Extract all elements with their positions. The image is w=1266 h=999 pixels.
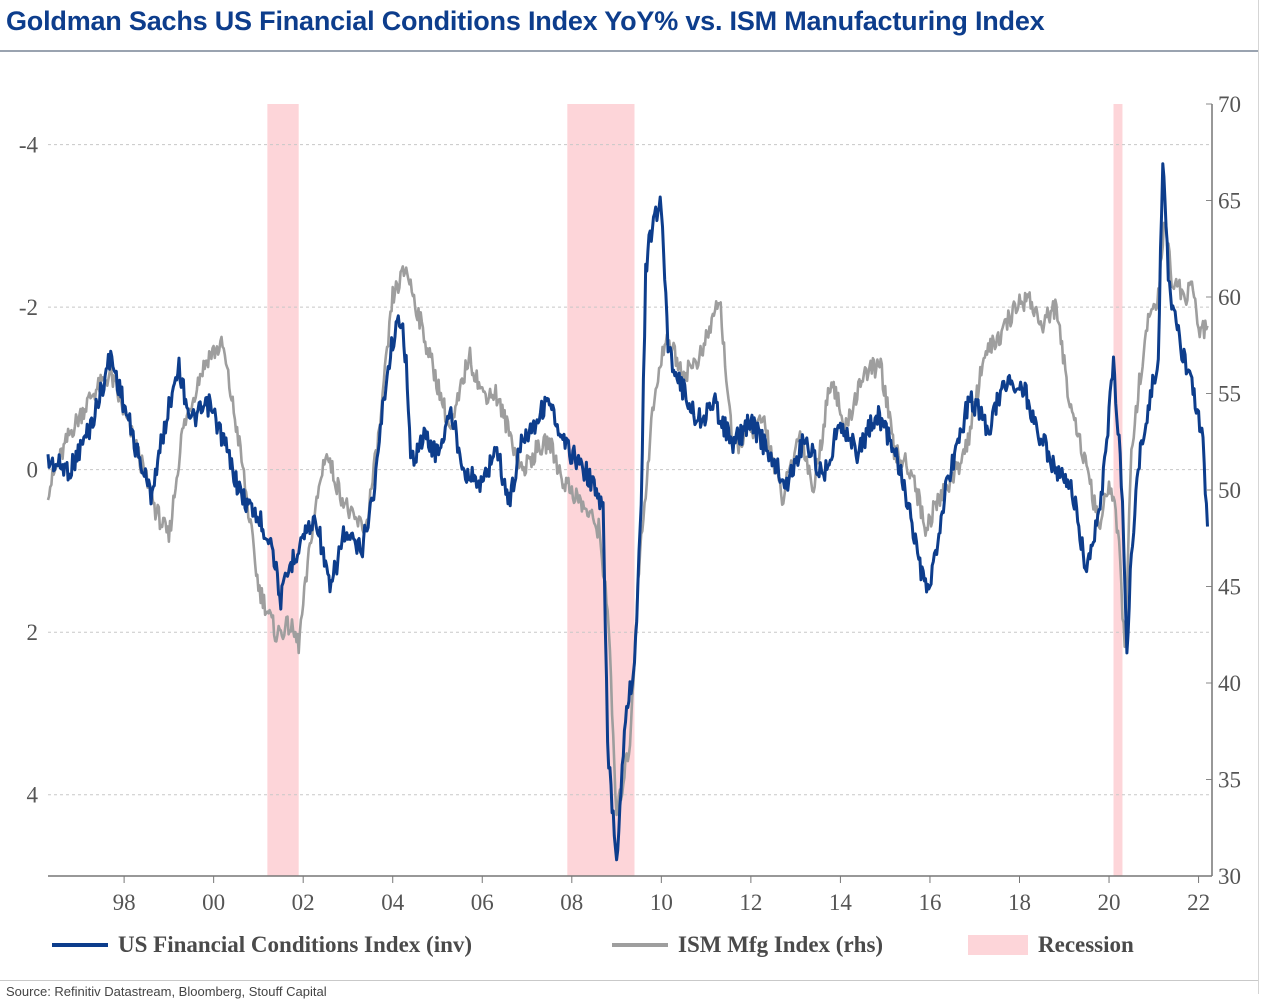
frame-bottom-border <box>0 980 1258 981</box>
x-tick-label: 12 <box>739 890 762 915</box>
legend-item-ism: ISM Mfg Index (rhs) <box>612 928 883 962</box>
x-tick-label: 00 <box>202 890 225 915</box>
legend-label-ism: ISM Mfg Index (rhs) <box>678 932 884 957</box>
y-right-tick-label: 40 <box>1218 671 1241 696</box>
x-tick-label: 98 <box>113 890 136 915</box>
legend-item-recession: Recession <box>968 928 1134 962</box>
y-right-tick-label: 30 <box>1218 864 1241 889</box>
x-tick-label: 10 <box>650 890 673 915</box>
x-tick-label: 22 <box>1187 890 1210 915</box>
y-right-tick-label: 70 <box>1218 92 1241 117</box>
legend-swatch-recession <box>968 935 1028 955</box>
x-tick-label: 16 <box>918 890 941 915</box>
x-tick-label: 20 <box>1098 890 1121 915</box>
y-left-tick-label: 2 <box>27 620 39 645</box>
y-right-tick-label: 65 <box>1218 189 1241 214</box>
title-divider <box>0 50 1258 52</box>
chart-title: Goldman Sachs US Financial Conditions In… <box>6 6 1045 36</box>
x-tick-label: 08 <box>560 890 583 915</box>
y-right-tick-label: 50 <box>1218 478 1241 503</box>
legend-swatch-ism <box>612 943 668 947</box>
y-left-tick-label: 0 <box>27 458 39 483</box>
series-lines <box>46 162 1209 862</box>
x-tick-label: 14 <box>829 890 853 915</box>
source-note: Source: Refinitiv Datastream, Bloomberg,… <box>6 984 327 999</box>
y-left-tick-label: -2 <box>19 295 38 320</box>
y-right-tick-label: 60 <box>1218 285 1241 310</box>
x-tick-label: 02 <box>292 890 315 915</box>
frame-right-border <box>1258 0 1259 994</box>
legend-label-fci: US Financial Conditions Index (inv) <box>118 932 473 957</box>
legend-label-recession: Recession <box>1038 932 1134 957</box>
y-right-tick-label: 55 <box>1218 382 1241 407</box>
y-left-tick-label: 4 <box>27 783 39 808</box>
x-tick-label: 04 <box>381 890 405 915</box>
recession-band-2 <box>1113 104 1123 876</box>
x-tick-label: 06 <box>471 890 494 915</box>
legend-item-fci: US Financial Conditions Index (inv) <box>52 928 472 962</box>
x-tick-label: 18 <box>1008 890 1031 915</box>
recession-bands <box>267 104 1123 876</box>
legend-swatch-fci <box>52 943 108 947</box>
y-left-tick-label: -4 <box>19 133 39 158</box>
series-line-fci <box>46 162 1209 862</box>
series-line-ism <box>46 221 1209 817</box>
gridlines <box>48 144 1212 796</box>
y-right-tick-label: 35 <box>1218 768 1241 793</box>
recession-band-0 <box>267 104 299 876</box>
y-right-tick-label: 45 <box>1218 575 1241 600</box>
